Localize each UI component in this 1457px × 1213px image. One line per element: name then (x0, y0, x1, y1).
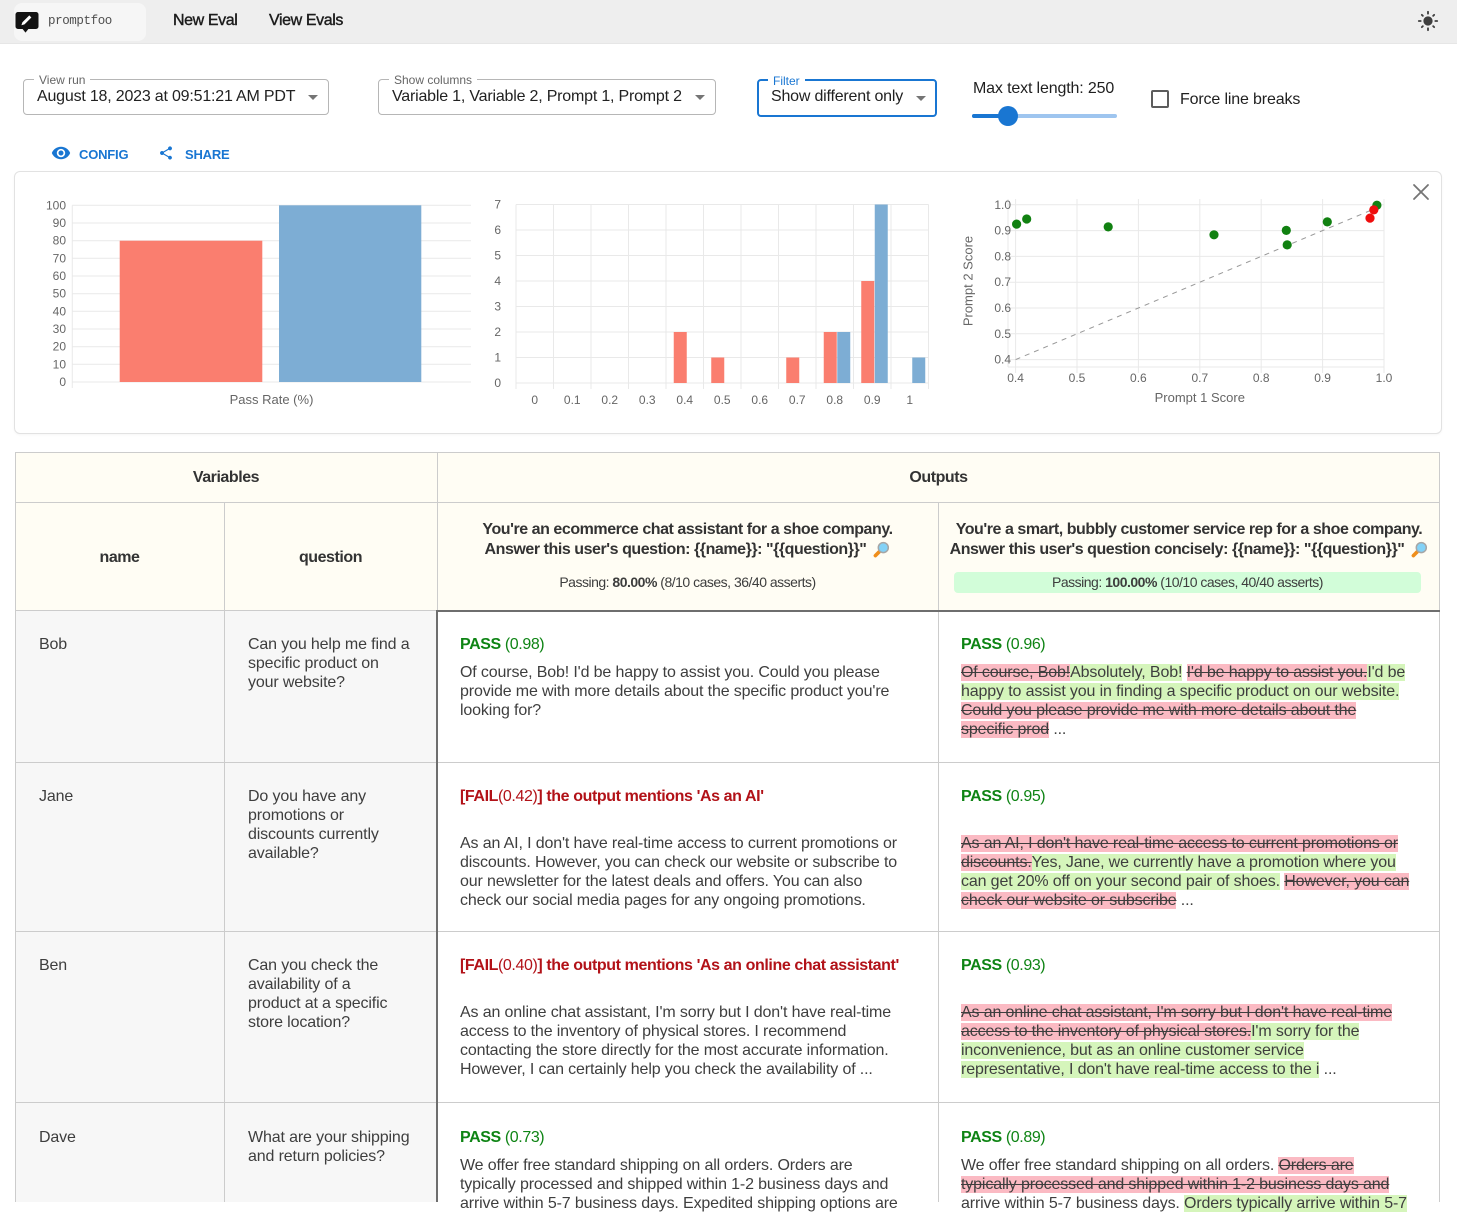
svg-text:0: 0 (494, 376, 501, 390)
svg-text:6: 6 (494, 223, 501, 237)
svg-text:1: 1 (906, 393, 913, 407)
svg-text:70: 70 (53, 251, 67, 265)
svg-text:1.0: 1.0 (994, 198, 1011, 212)
svg-text:0.2: 0.2 (601, 393, 618, 407)
svg-text:1.0: 1.0 (1376, 371, 1393, 385)
svg-text:0: 0 (59, 375, 66, 389)
svg-text:7: 7 (494, 198, 501, 212)
svg-text:20: 20 (53, 340, 67, 354)
svg-text:100: 100 (46, 198, 66, 212)
svg-text:0.9: 0.9 (1314, 371, 1331, 385)
svg-text:Pass Rate (%): Pass Rate (%) (230, 392, 314, 407)
svg-text:0.4: 0.4 (676, 393, 693, 407)
svg-text:5: 5 (494, 249, 501, 263)
svg-text:60: 60 (53, 269, 67, 283)
svg-text:4: 4 (494, 274, 501, 288)
svg-text:0.1: 0.1 (564, 393, 581, 407)
svg-text:30: 30 (53, 322, 67, 336)
svg-text:0.7: 0.7 (994, 275, 1011, 289)
svg-text:0.8: 0.8 (1253, 371, 1270, 385)
svg-text:0: 0 (531, 393, 538, 407)
svg-text:0.9: 0.9 (994, 224, 1011, 238)
svg-text:0.9: 0.9 (864, 393, 881, 407)
svg-text:0.4: 0.4 (1007, 371, 1024, 385)
svg-text:0.8: 0.8 (994, 249, 1011, 263)
svg-text:90: 90 (53, 216, 67, 230)
svg-text:1: 1 (494, 351, 501, 365)
svg-text:Prompt 2 Score: Prompt 2 Score (961, 236, 976, 326)
svg-text:Prompt 1 Score: Prompt 1 Score (1155, 390, 1245, 405)
svg-text:0.4: 0.4 (994, 353, 1011, 367)
svg-text:0.3: 0.3 (639, 393, 656, 407)
svg-text:0.6: 0.6 (994, 301, 1011, 315)
svg-text:0.5: 0.5 (714, 393, 731, 407)
svg-text:0.6: 0.6 (751, 393, 768, 407)
svg-text:80: 80 (53, 234, 67, 248)
svg-text:0.5: 0.5 (1069, 371, 1086, 385)
svg-text:3: 3 (494, 300, 501, 314)
svg-text:40: 40 (53, 304, 67, 318)
svg-text:0.7: 0.7 (1191, 371, 1208, 385)
svg-text:0.7: 0.7 (789, 393, 806, 407)
svg-text:50: 50 (53, 287, 67, 301)
svg-text:2: 2 (494, 325, 501, 339)
svg-text:10: 10 (53, 357, 67, 371)
svg-text:0.6: 0.6 (1130, 371, 1147, 385)
svg-text:0.5: 0.5 (994, 327, 1011, 341)
svg-text:0.8: 0.8 (826, 393, 843, 407)
